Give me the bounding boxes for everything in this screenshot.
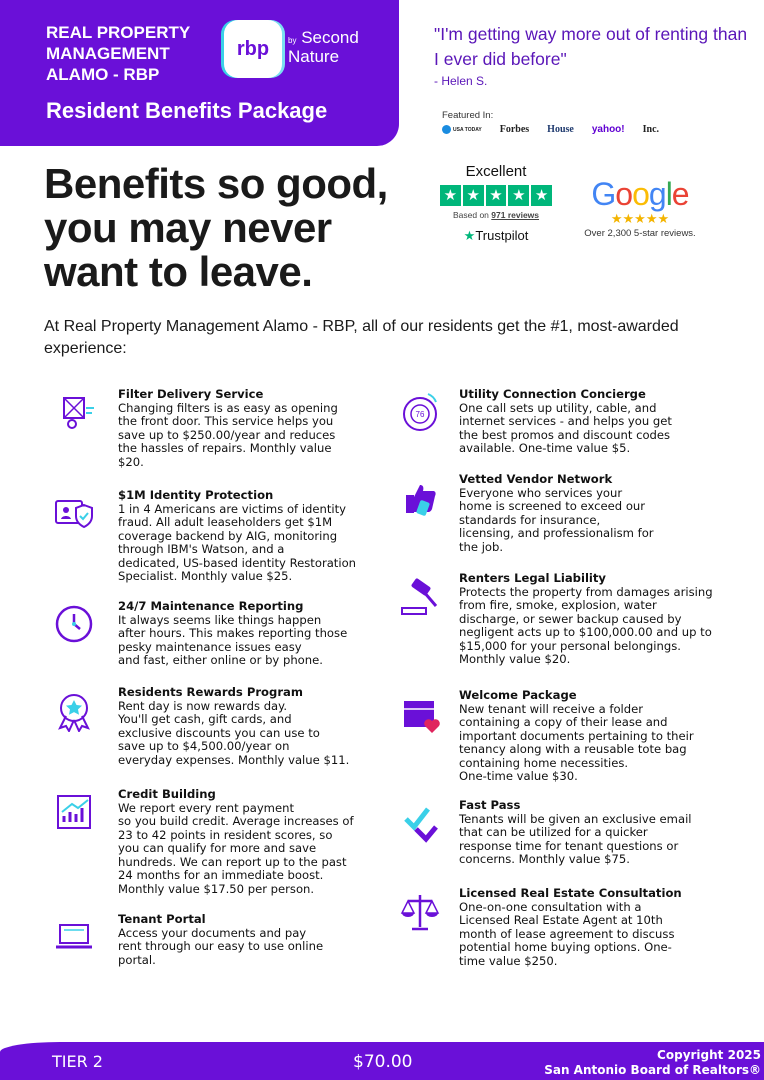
benefit-description: We report every rent payment so you buil… — [118, 800, 354, 896]
award-ribbon-icon — [52, 688, 96, 734]
rbp-logo: rbp — [224, 20, 282, 78]
gavel-icon — [398, 574, 442, 618]
star-icon: ★ — [463, 228, 476, 243]
package-title: Resident Benefits Package — [46, 98, 328, 123]
benefit-description: 1 in 4 Americans are victims of identity… — [118, 501, 357, 583]
yahoo-logo: yahoo! — [591, 124, 625, 135]
benefit-title: Fast Pass — [459, 798, 521, 812]
laptop-icon — [52, 915, 96, 959]
header-banner: REAL PROPERTY MANAGEMENT ALAMO - RBP rbp… — [0, 0, 399, 146]
benefit-description: One-on-one consultation with a Licensed … — [459, 899, 675, 968]
benefit-item: Utility Connection Concierge One call set… — [459, 387, 672, 456]
intro-text: At Real Property Management Alamo - RBP,… — [44, 318, 679, 357]
credit-chart-icon — [52, 790, 96, 834]
benefit-item: Vetted Vendor Network Everyone who servic… — [459, 472, 654, 554]
fast-pass-icon — [398, 801, 442, 845]
testimonial-author: - Helen S. — [434, 74, 488, 88]
benefit-description: Everyone who services your home is scree… — [459, 485, 654, 554]
benefit-title: Licensed Real Estate Consultation — [459, 886, 682, 900]
trustpilot-logo: ★Trustpilot — [463, 228, 529, 243]
benefit-item: Licensed Real Estate Consultation One-on-… — [459, 886, 682, 968]
benefit-description: One call sets up utility, cable, and int… — [459, 400, 672, 455]
benefit-title: Utility Connection Concierge — [459, 387, 646, 401]
featured-label: Featured In: — [442, 110, 494, 121]
benefit-item: Renters Legal Liability Protects the prop… — [459, 571, 713, 667]
benefit-title: 24/7 Maintenance Reporting — [118, 599, 304, 613]
google-stars: ★★★★★ — [610, 211, 670, 226]
benefit-description: Tenants will be given an exclusive email… — [459, 811, 692, 866]
thermostat-icon: 76 — [398, 390, 442, 434]
benefit-title: Vetted Vendor Network — [459, 472, 613, 486]
usa-today-logo: USA TODAY — [442, 125, 482, 134]
package-heart-icon — [398, 691, 442, 735]
trustpilot-reviews: Based on 971 reviews — [452, 210, 540, 220]
benefit-item: Tenant Portal Access your documents and p… — [118, 912, 324, 967]
headline: Benefits so good, you may never want to … — [44, 160, 388, 295]
benefit-description: New tenant will receive a folder contain… — [459, 701, 694, 783]
benefit-title: Filter Delivery Service — [118, 387, 264, 401]
company-name: REAL PROPERTY MANAGEMENT ALAMO - RBP — [46, 23, 191, 84]
tier-price: $70.00 — [353, 1052, 413, 1072]
benefit-title: $1M Identity Protection — [118, 488, 274, 502]
logo-partner: Second Nature — [288, 28, 359, 66]
logo-by: by — [288, 36, 297, 45]
google-badge: Google ★★★★★ Over 2,300 5-star reviews. — [578, 176, 702, 239]
featured-logos: USA TODAY Forbes House yahoo! Inc. — [442, 124, 659, 135]
forbes-logo: Forbes — [499, 124, 530, 135]
benefit-title: Residents Rewards Program — [118, 685, 303, 699]
benefit-title: Tenant Portal — [118, 912, 206, 926]
inc-logo: Inc. — [642, 124, 660, 135]
benefit-item: Credit Building We report every rent paym… — [118, 787, 354, 896]
svg-text:76: 76 — [416, 410, 425, 419]
scales-icon — [398, 889, 442, 933]
tier-label: TIER 2 — [52, 1052, 103, 1071]
benefit-item: Residents Rewards Program Rent day is now… — [118, 685, 350, 767]
filter-delivery-icon — [52, 390, 96, 434]
benefit-item: Fast Pass Tenants will be given an exclus… — [459, 798, 692, 867]
testimonial-quote: "I'm getting way more out of renting tha… — [434, 24, 748, 69]
clock-icon — [52, 602, 96, 646]
benefit-description: Rent day is now rewards day. You'll get … — [118, 698, 350, 767]
benefit-item: Filter Delivery Service Changing filters … — [118, 387, 338, 469]
thumbs-up-icon — [398, 475, 442, 519]
trustpilot-rating: Excellent — [465, 163, 527, 180]
second-nature-logo: by Second Nature — [288, 28, 359, 66]
google-logo: Google — [591, 176, 689, 212]
benefit-title: Credit Building — [118, 787, 216, 801]
google-reviews: Over 2,300 5-star reviews. — [584, 228, 696, 239]
trustpilot-badge: Excellent ★ ★ ★ ★ ★ Based on 971 reviews ★Tr… — [440, 163, 552, 244]
footer-bar: TIER 2 $70.00 Copyright 2025 San Antonio … — [0, 1042, 764, 1080]
benefit-description: Protects the property from damages arisi… — [459, 584, 713, 666]
copyright: Copyright 2025 San Antonio Board of Realt… — [544, 1048, 761, 1077]
house-logo: House — [547, 124, 574, 135]
benefit-item: $1M Identity Protection 1 in 4 Americans … — [118, 488, 357, 584]
trustpilot-stars: ★ ★ ★ ★ ★ — [440, 185, 552, 206]
benefit-description: It always seems like things happen after… — [118, 612, 348, 667]
identity-shield-icon — [52, 491, 96, 535]
benefit-item: Welcome Package New tenant will receive a… — [459, 688, 694, 784]
benefit-description: Access your documents and pay rent throu… — [118, 925, 324, 967]
benefit-item: 24/7 Maintenance Reporting It always seem… — [118, 599, 348, 668]
benefit-title: Renters Legal Liability — [459, 571, 606, 585]
benefit-title: Welcome Package — [459, 688, 577, 702]
benefit-description: Changing filters is as easy as opening t… — [118, 400, 338, 469]
